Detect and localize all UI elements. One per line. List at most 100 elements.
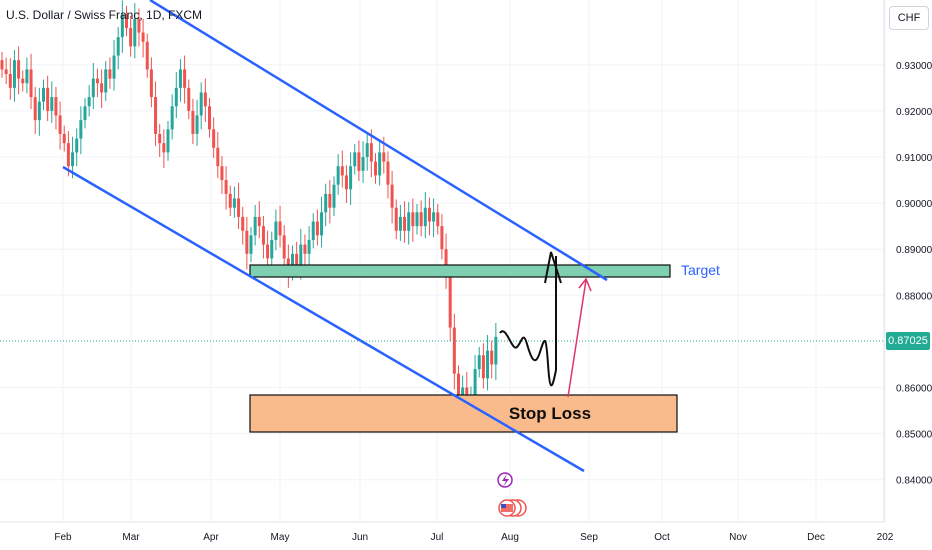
candle-body bbox=[62, 133, 66, 144]
candle-body bbox=[25, 69, 29, 84]
candle-body bbox=[332, 184, 336, 208]
target-zone[interactable] bbox=[249, 264, 671, 278]
candle-body bbox=[174, 87, 178, 107]
candle-body bbox=[170, 106, 174, 130]
candle-body bbox=[216, 147, 220, 167]
candle-body bbox=[66, 143, 70, 167]
stop-loss-label: Stop Loss bbox=[509, 404, 591, 423]
upper-channel-line[interactable] bbox=[149, 0, 608, 282]
candle-body bbox=[79, 120, 83, 139]
candles bbox=[0, 0, 498, 420]
candle-body bbox=[4, 69, 8, 75]
candle-body bbox=[291, 253, 294, 273]
candle-body bbox=[17, 60, 21, 79]
candle-body bbox=[357, 152, 361, 171]
candle-body bbox=[166, 129, 170, 153]
candle-body bbox=[237, 198, 241, 217]
y-tick-label: 0.91000 bbox=[896, 153, 932, 164]
candle-body bbox=[398, 216, 402, 231]
candle-body bbox=[141, 32, 145, 42]
candle-body bbox=[340, 166, 344, 176]
candle-body bbox=[386, 161, 390, 185]
candle-body bbox=[187, 87, 191, 111]
price-axis[interactable]: 0.93000 0.92000 0.91000 0.90000 0.89000 0.880… bbox=[896, 61, 932, 487]
candle-body bbox=[266, 244, 270, 259]
y-tick-label: 0.88000 bbox=[896, 291, 932, 302]
candle-body bbox=[203, 92, 207, 107]
lower-channel-line[interactable] bbox=[62, 165, 585, 473]
candle-body bbox=[423, 207, 427, 227]
candle-body bbox=[116, 37, 120, 56]
x-tick-label: Apr bbox=[203, 532, 219, 543]
candle-body bbox=[125, 14, 128, 28]
projected-path-drawing[interactable] bbox=[499, 256, 557, 387]
x-tick-label: Jul bbox=[431, 532, 444, 543]
candle-body bbox=[448, 276, 452, 328]
candle-body bbox=[8, 74, 12, 88]
candle-body bbox=[129, 27, 133, 47]
y-tick-label: 0.89000 bbox=[896, 245, 932, 256]
candle-body bbox=[149, 69, 153, 98]
x-tick-label: Nov bbox=[729, 532, 747, 543]
candle-body bbox=[374, 161, 377, 176]
channel-lines[interactable] bbox=[62, 0, 608, 473]
candle-body bbox=[270, 239, 274, 259]
candle-body bbox=[436, 212, 440, 227]
y-tick-label: 0.85000 bbox=[896, 430, 932, 441]
candle-body bbox=[120, 14, 124, 38]
candle-body bbox=[315, 221, 319, 236]
candle-body bbox=[42, 87, 45, 102]
candle-body bbox=[71, 152, 75, 167]
candle-body bbox=[473, 369, 477, 397]
candle-body bbox=[365, 143, 369, 157]
target-label: Target bbox=[681, 262, 720, 278]
candle-body bbox=[224, 180, 228, 194]
pink-arrowhead bbox=[578, 277, 592, 292]
y-tick-label: 0.93000 bbox=[896, 61, 932, 72]
candle-body bbox=[427, 207, 431, 222]
candle-body bbox=[324, 193, 328, 213]
candle-body bbox=[37, 101, 41, 121]
candle-body bbox=[191, 110, 195, 134]
candle-body bbox=[195, 115, 199, 134]
candle-body bbox=[241, 216, 245, 231]
x-tick-label: Mar bbox=[122, 532, 140, 543]
x-tick-label: Feb bbox=[54, 532, 72, 543]
candle-body bbox=[228, 193, 232, 208]
candle-body bbox=[494, 336, 498, 365]
candle-body bbox=[432, 212, 436, 222]
currency-button[interactable]: CHF bbox=[889, 6, 929, 30]
candle-body bbox=[58, 115, 62, 134]
candle-body bbox=[91, 78, 95, 98]
candle-body bbox=[158, 133, 162, 144]
candle-body bbox=[21, 78, 25, 84]
candle-body bbox=[87, 97, 91, 107]
current-price-tag: 0.87025 bbox=[886, 332, 930, 350]
candle-body bbox=[403, 216, 407, 231]
candle-body bbox=[349, 166, 353, 190]
candle-body bbox=[278, 221, 282, 236]
candle-body bbox=[75, 138, 79, 153]
x-tick-label: May bbox=[271, 532, 290, 543]
candle-body bbox=[336, 166, 340, 185]
candle-body bbox=[95, 78, 99, 84]
x-tick-label: Jun bbox=[352, 532, 368, 543]
event-icons[interactable] bbox=[497, 472, 527, 517]
candle-body bbox=[108, 69, 112, 79]
candle-body bbox=[257, 216, 261, 227]
candle-body bbox=[112, 55, 116, 79]
pink-arrow-line[interactable] bbox=[567, 279, 587, 398]
candle-body bbox=[394, 207, 398, 231]
candle-body bbox=[477, 355, 481, 370]
candle-body bbox=[457, 373, 460, 402]
candle-body bbox=[183, 69, 187, 88]
zones[interactable] bbox=[249, 264, 678, 433]
candle-body bbox=[415, 212, 419, 227]
x-tick-label: Aug bbox=[501, 532, 519, 543]
candle-body bbox=[220, 166, 224, 181]
time-axis[interactable]: Feb Mar Apr May Jun Jul Aug Sep Oct Nov Dec 202 bbox=[54, 532, 893, 543]
candle-body bbox=[328, 193, 332, 208]
candle-body bbox=[452, 327, 456, 374]
candle-body bbox=[311, 221, 315, 240]
